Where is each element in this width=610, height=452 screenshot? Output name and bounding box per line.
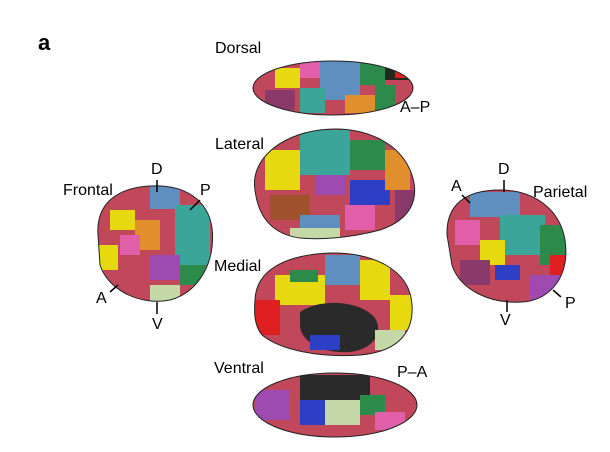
orientation-label-ventral-pa: P–A: [397, 364, 428, 381]
orientation-ticks: [109, 180, 562, 314]
lateral-brain-view: [254, 129, 415, 239]
ventral-brain-view: [253, 373, 417, 437]
orientation-label-frontal-a: A: [96, 290, 107, 307]
view-label-parietal: Parietal: [533, 184, 588, 201]
medial-brain-view: [254, 252, 413, 356]
view-label-frontal: Frontal: [63, 182, 113, 199]
orientation-label-frontal-v: V: [152, 316, 163, 333]
view-label-ventral: Ventral: [214, 360, 264, 377]
frontal-brain-view: [97, 185, 213, 302]
orientation-label-parietal-a: A: [451, 178, 462, 195]
orientation-label-parietal-d: D: [498, 161, 510, 178]
orientation-label-frontal-d: D: [151, 161, 163, 178]
view-label-dorsal: Dorsal: [215, 40, 262, 57]
dorsal-brain-view: [253, 61, 413, 115]
panel-label: a: [38, 30, 51, 55]
orientation-label-frontal-p: P: [200, 182, 211, 199]
view-label-medial: Medial: [214, 258, 262, 275]
view-label-lateral: Lateral: [215, 136, 264, 153]
orientation-label-parietal-p: P: [565, 295, 576, 312]
orientation-label-dorsal-ap: A–P: [400, 99, 431, 116]
orientation-label-parietal-v: V: [500, 312, 511, 329]
